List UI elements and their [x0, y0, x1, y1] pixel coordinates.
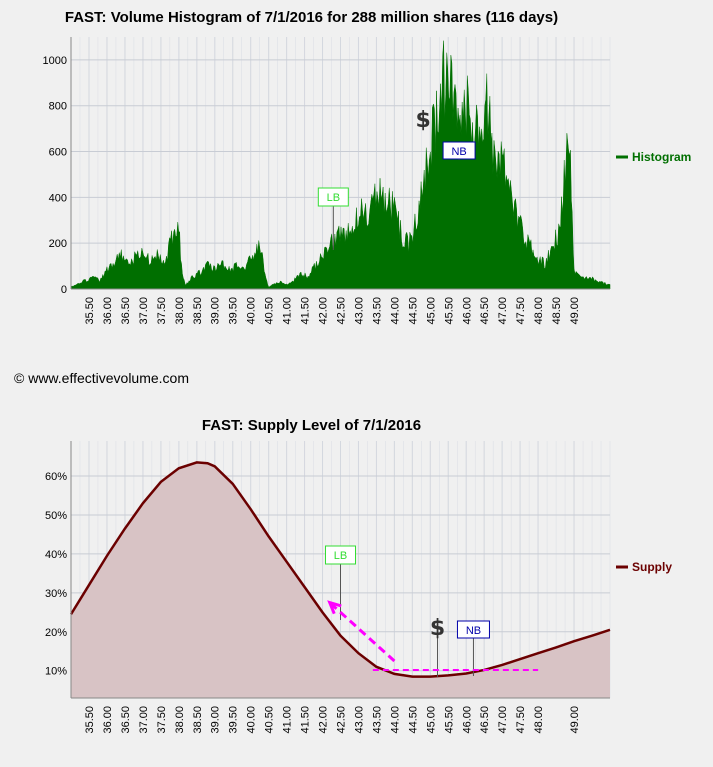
x-tick-label: 46.00: [461, 706, 473, 734]
x-tick-label: 37.50: [156, 297, 168, 325]
legend-label: Supply: [632, 560, 672, 574]
y-tick-label: 200: [49, 238, 67, 250]
x-tick-label: 48.00: [533, 706, 545, 734]
x-tick-label: 45.00: [425, 297, 437, 325]
x-tick-label: 37.50: [156, 706, 168, 734]
x-tick-label: 37.00: [138, 706, 150, 734]
x-tick-label: 47.50: [515, 706, 527, 734]
x-tick-label: 35.50: [84, 297, 96, 325]
x-tick-label: 38.00: [174, 297, 186, 325]
y-tick-label: 10%: [45, 666, 67, 678]
x-tick-label: 40.50: [264, 706, 276, 734]
y-tick-label: 400: [49, 192, 67, 204]
x-tick-label: 45.50: [443, 297, 455, 325]
x-tick-label: 46.50: [479, 297, 491, 325]
x-tick-label: 43.50: [371, 297, 383, 325]
dollar-marker: $: [415, 108, 430, 133]
x-tick-label: 41.00: [282, 706, 294, 734]
x-tick-label: 39.00: [210, 706, 222, 734]
x-tick-label: 38.50: [192, 297, 204, 325]
nb-marker-label: NB: [466, 625, 481, 637]
x-tick-label: 45.00: [425, 706, 437, 734]
x-tick-label: 36.50: [120, 706, 132, 734]
x-tick-label: 40.00: [246, 297, 258, 325]
x-tick-label: 44.00: [389, 297, 401, 325]
nb-marker-box: [456, 620, 490, 639]
x-tick-label: 43.50: [371, 706, 383, 734]
x-tick-label: 38.00: [174, 706, 186, 734]
x-tick-label: 39.50: [228, 706, 240, 734]
x-tick-label: 41.50: [300, 706, 312, 734]
x-tick-label: 41.50: [300, 297, 312, 325]
x-tick-label: 40.00: [246, 706, 258, 734]
x-tick-label: 43.00: [353, 706, 365, 734]
copyright-text: © www.effectivevolume.com: [14, 370, 190, 386]
x-tick-label: 36.50: [120, 297, 132, 325]
trend-arrow: [328, 601, 396, 663]
x-tick-label: 35.50: [84, 706, 96, 734]
y-tick-label: 1000: [43, 55, 67, 67]
x-tick-label: 44.00: [389, 706, 401, 734]
histogram-title: FAST: Volume Histogram of 7/1/2016 for 2…: [64, 9, 559, 26]
x-tick-label: 46.50: [479, 706, 491, 734]
x-tick-label: 42.00: [318, 706, 330, 734]
x-tick-label: 44.50: [407, 706, 419, 734]
supply-area: [71, 462, 610, 698]
y-tick-label: 40%: [45, 549, 67, 561]
lb-marker-label: LB: [334, 550, 347, 562]
trend-arrowhead: [327, 600, 342, 615]
x-tick-label: 42.50: [336, 706, 348, 734]
x-tick-label: 49.00: [569, 297, 581, 325]
y-tick-label: 800: [49, 101, 67, 113]
x-tick-label: 47.50: [515, 297, 527, 325]
x-tick-label: 42.50: [336, 297, 348, 325]
x-tick-label: 36.00: [102, 297, 114, 325]
y-tick-label: 600: [49, 147, 67, 159]
x-tick-label: 46.00: [461, 297, 473, 325]
x-tick-label: 38.50: [192, 706, 204, 734]
y-tick-label: 60%: [45, 471, 67, 483]
lb-marker-box: [317, 187, 349, 207]
lb-marker-label: LB: [327, 192, 340, 204]
x-tick-label: 40.50: [264, 297, 276, 325]
x-tick-label: 47.00: [497, 706, 509, 734]
x-tick-label: 47.00: [497, 297, 509, 325]
supply-line: [69, 461, 611, 678]
dollar-marker: $: [430, 616, 445, 641]
y-tick-label: 0: [61, 284, 67, 296]
legend-label: Histogram: [632, 150, 691, 164]
x-tick-label: 39.00: [210, 297, 222, 325]
x-tick-label: 36.00: [102, 706, 114, 734]
x-tick-label: 41.00: [282, 297, 294, 325]
lb-marker-box: [325, 545, 356, 565]
y-tick-label: 30%: [45, 588, 67, 600]
nb-marker-box: [442, 141, 476, 160]
x-tick-label: 43.00: [353, 297, 365, 325]
x-tick-label: 49.00: [569, 706, 581, 734]
x-tick-label: 48.50: [551, 297, 563, 325]
histogram-series: [70, 40, 611, 290]
y-tick-label: 20%: [45, 627, 67, 639]
y-tick-label: 50%: [45, 510, 67, 522]
x-tick-label: 42.00: [318, 297, 330, 325]
x-tick-label: 45.50: [443, 706, 455, 734]
x-tick-label: 44.50: [407, 297, 419, 325]
supply-title: FAST: Supply Level of 7/1/2016: [201, 417, 422, 434]
x-tick-label: 39.50: [228, 297, 240, 325]
nb-marker-label: NB: [451, 146, 466, 158]
x-tick-label: 48.00: [533, 297, 545, 325]
x-tick-label: 37.00: [138, 297, 150, 325]
